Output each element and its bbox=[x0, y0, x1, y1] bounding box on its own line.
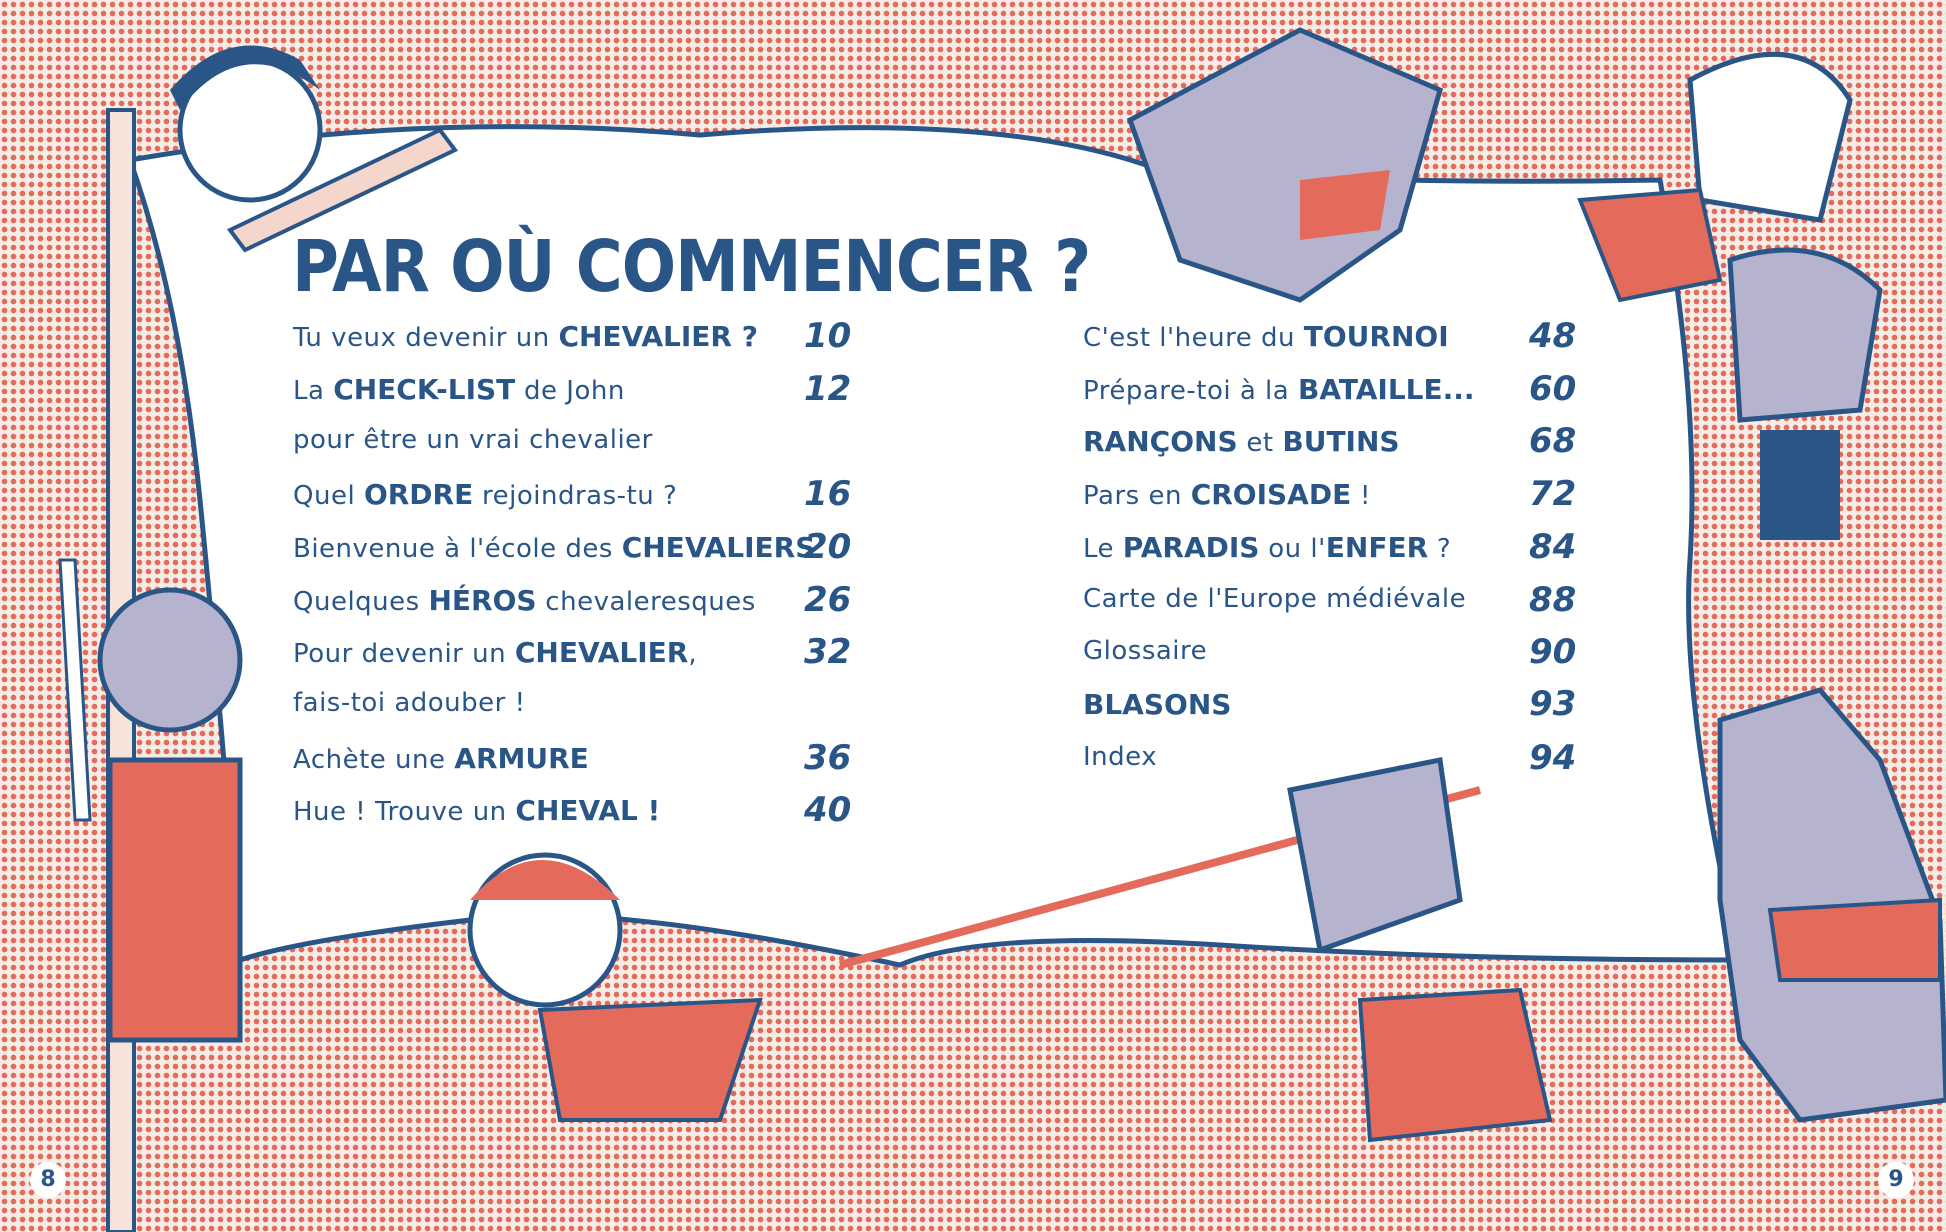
toc-entry-highlight: CROISADE bbox=[1190, 478, 1352, 511]
toc-entry-text: Pour devenir un bbox=[293, 639, 515, 669]
toc-entry-text: C'est l'heure du bbox=[1083, 323, 1304, 353]
horse-figure bbox=[1717, 687, 1946, 1123]
toc-entry-text: Quel bbox=[293, 481, 364, 511]
toc-entry-highlight: RANÇONS bbox=[1083, 425, 1238, 458]
girl-with-sword-figure bbox=[170, 45, 459, 253]
toc-entry: Achète une ARMURE bbox=[293, 742, 589, 775]
toc-entry: RANÇONS et BUTINS bbox=[1083, 425, 1400, 458]
toc-entry-text: Tu veux devenir un bbox=[293, 323, 559, 353]
toc-entry-text: , bbox=[688, 639, 698, 669]
toc-entry: Pour devenir un CHEVALIER, bbox=[293, 636, 697, 669]
toc-entry-highlight: BUTINS bbox=[1282, 425, 1400, 458]
toc-entry-text: fais-toi adouber ! bbox=[293, 688, 526, 718]
toc-entry-text: Achète une bbox=[293, 745, 455, 775]
toc-entry-highlight: CHECK-LIST bbox=[333, 373, 516, 406]
toc-entry: Tu veux devenir un CHEVALIER ? bbox=[293, 320, 758, 353]
toc-page-number: 48 bbox=[1529, 316, 1577, 356]
knights-right-figure bbox=[1577, 51, 1883, 540]
toc-page-number: 72 bbox=[1529, 474, 1577, 514]
toc-page-number: 60 bbox=[1529, 369, 1577, 409]
toc-page-number: 20 bbox=[804, 527, 852, 567]
toc-entry: Quelques HÉROS chevaleresques bbox=[293, 584, 756, 617]
toc-entry-text: ! bbox=[1351, 481, 1371, 511]
toc-entry: La CHECK-LIST de John bbox=[293, 373, 625, 406]
toc-entry-highlight: CHEVALIER ? bbox=[558, 320, 758, 353]
toc-entry: Pars en CROISADE ! bbox=[1083, 478, 1371, 511]
toc-entry: Carte de l'Europe médiévale bbox=[1083, 584, 1466, 614]
toc-page-number: 10 bbox=[804, 316, 852, 356]
toc-entry-text: Le bbox=[1083, 534, 1123, 564]
toc-page-number: 26 bbox=[804, 580, 852, 620]
toc-entry-highlight: BLASONS bbox=[1083, 688, 1232, 721]
toc-entry-highlight: CHEVAL ! bbox=[515, 794, 661, 827]
toc-entry-highlight: CHEVALIERS bbox=[621, 531, 816, 564]
toc-entry-text: ou l' bbox=[1259, 534, 1326, 564]
toc-entry-text: Quelques bbox=[293, 587, 429, 617]
toc-entry-highlight: ARMURE bbox=[454, 742, 589, 775]
toc-entry-text: et bbox=[1237, 428, 1283, 458]
toc-entry: Le PARADIS ou l'ENFER ? bbox=[1083, 531, 1451, 564]
toc-entry-text: Glossaire bbox=[1083, 636, 1208, 666]
toc-entry: BLASONS bbox=[1083, 688, 1231, 721]
page-title: PAR OÙ COMMENCER ? bbox=[292, 226, 1091, 309]
toc-page-number: 94 bbox=[1529, 738, 1577, 778]
toc-page-number: 68 bbox=[1529, 421, 1577, 461]
toc-entry: Quel ORDRE rejoindras-tu ? bbox=[293, 478, 677, 511]
toc-entry: Hue ! Trouve un CHEVAL ! bbox=[293, 794, 660, 827]
toc-entry-text: Index bbox=[1083, 742, 1158, 772]
toc-entry-text: de John bbox=[515, 376, 625, 406]
toc-page-number: 90 bbox=[1529, 632, 1577, 672]
toc-entry-text: rejoindras-tu ? bbox=[473, 481, 678, 511]
toc-entry-text: pour être un vrai chevalier bbox=[293, 425, 653, 455]
toc-entry-text: Prépare-toi à la bbox=[1083, 376, 1298, 406]
toc-entry-highlight: PARADIS bbox=[1122, 531, 1260, 564]
toc-entry: Bienvenue à l'école des CHEVALIERS bbox=[293, 531, 815, 564]
toc-page-number: 84 bbox=[1529, 527, 1577, 567]
toc-page-number: 88 bbox=[1529, 580, 1577, 620]
toc-page-number: 40 bbox=[804, 790, 852, 830]
toc-page-number: 36 bbox=[804, 738, 852, 778]
spear-knight-figure bbox=[838, 757, 1553, 1143]
toc-entry: C'est l'heure du TOURNOI bbox=[1083, 320, 1449, 353]
toc-entry-text: Pars en bbox=[1083, 481, 1191, 511]
toc-entry-text: Hue ! Trouve un bbox=[293, 797, 516, 827]
toc-page-number: 12 bbox=[804, 369, 852, 409]
toc-entry-highlight: HÉROS bbox=[428, 584, 537, 617]
toc-entry: pour être un vrai chevalier bbox=[293, 425, 653, 455]
toc-entry-text: ? bbox=[1428, 534, 1452, 564]
toc-entry: Index bbox=[1083, 742, 1157, 772]
scribe-knight-figure bbox=[1126, 27, 1444, 303]
toc-entry-text: chevaleresques bbox=[536, 587, 756, 617]
toc-entry-highlight: ENFER bbox=[1325, 531, 1429, 564]
page-number-left: 8 bbox=[30, 1162, 66, 1198]
toc-entry-text: La bbox=[293, 376, 334, 406]
knight-left-figure bbox=[58, 558, 243, 1043]
toc-entry-text: Bienvenue à l'école des bbox=[293, 534, 622, 564]
jester-figure bbox=[467, 852, 763, 1122]
toc-entry-highlight: BATAILLE... bbox=[1297, 373, 1475, 406]
toc-entry: Prépare-toi à la BATAILLE... bbox=[1083, 373, 1475, 406]
toc-page-number: 16 bbox=[804, 474, 852, 514]
toc-page-number: 93 bbox=[1529, 684, 1577, 724]
toc-entry: Glossaire bbox=[1083, 636, 1207, 666]
toc-entry-text: Carte de l'Europe médiévale bbox=[1083, 584, 1467, 614]
toc-entry-highlight: TOURNOI bbox=[1303, 320, 1449, 353]
page-number-right: 9 bbox=[1878, 1162, 1914, 1198]
toc-entry-highlight: CHEVALIER bbox=[514, 636, 689, 669]
toc-entry: fais-toi adouber ! bbox=[293, 688, 526, 718]
toc-page-number: 32 bbox=[804, 632, 852, 672]
toc-entry-highlight: ORDRE bbox=[363, 478, 474, 511]
